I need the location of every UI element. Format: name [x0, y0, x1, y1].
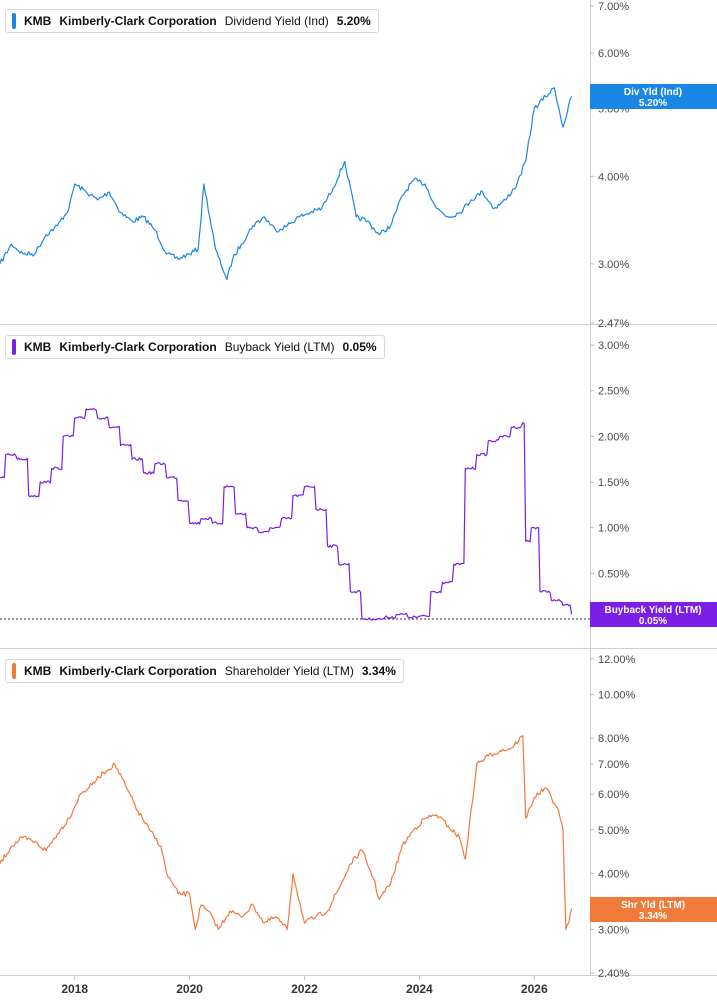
value-badge — [590, 602, 717, 627]
value-badge — [590, 897, 717, 922]
series-swatch — [12, 663, 16, 679]
x-tick-label: 2024 — [406, 982, 433, 996]
y-tick-label: 3.00% — [598, 340, 629, 352]
legend-metric: Shareholder Yield (LTM) — [224, 664, 354, 678]
value-badge-label: Shr Yld (LTM) — [621, 900, 685, 911]
value-badge-value: 0.05% — [639, 616, 667, 627]
x-tick-label: 2026 — [521, 982, 548, 996]
value-badge-value: 3.34% — [639, 911, 667, 922]
y-tick-label: 1.50% — [598, 477, 629, 489]
y-tick-label: 0.50% — [598, 568, 629, 580]
legend-shareholder-yield: KMB Kimberly-Clark Corporation Sharehold… — [5, 659, 404, 683]
y-tick-label: 4.00% — [598, 171, 629, 183]
series-swatch — [12, 339, 16, 355]
series-line — [0, 408, 573, 621]
x-tick-label: 2022 — [291, 982, 318, 996]
y-tick-label: 5.00% — [598, 825, 629, 837]
y-tick-label: 7.00% — [598, 759, 629, 771]
legend-dividend-yield: KMB Kimberly-Clark Corporation Dividend … — [5, 9, 379, 33]
y-tick-label: 2.50% — [598, 386, 629, 398]
legend-metric: Dividend Yield (Ind) — [224, 14, 329, 28]
value-badge-label: Buyback Yield (LTM) — [604, 605, 701, 616]
value-badge-value: 5.20% — [639, 98, 667, 109]
series-swatch — [12, 13, 16, 29]
y-tick-label: 2.00% — [598, 431, 629, 443]
y-tick-label: 2.47% — [598, 318, 629, 330]
legend-ticker: KMB — [24, 664, 52, 678]
legend-buyback-yield: KMB Kimberly-Clark Corporation Buyback Y… — [5, 335, 385, 359]
value-badge — [590, 84, 717, 109]
series-line — [0, 735, 573, 931]
legend-metric: Buyback Yield (LTM) — [224, 340, 335, 354]
y-tick-label: 10.00% — [598, 690, 636, 702]
y-tick-label: 3.00% — [598, 924, 629, 936]
legend-value: 3.34% — [361, 664, 396, 678]
value-badge-label: Div Yld (Ind) — [624, 87, 682, 98]
x-tick-label: 2018 — [61, 982, 88, 996]
legend-ticker: KMB — [24, 340, 52, 354]
y-tick-label: 4.00% — [598, 868, 629, 880]
y-tick-label: 3.00% — [598, 259, 629, 271]
y-tick-label: 2.40% — [598, 968, 629, 980]
y-tick-label: 1.00% — [598, 523, 629, 535]
y-tick-label: 6.00% — [598, 789, 629, 801]
y-tick-label: 6.00% — [598, 48, 629, 60]
y-tick-label: 7.00% — [598, 1, 629, 13]
y-tick-label: 8.00% — [598, 733, 629, 745]
y-tick-label: 12.00% — [598, 654, 636, 666]
legend-value: 5.20% — [336, 14, 371, 28]
legend-ticker: KMB — [24, 14, 52, 28]
legend-company: Kimberly-Clark Corporation — [59, 664, 217, 678]
legend-value: 0.05% — [342, 340, 377, 354]
x-tick-label: 2020 — [176, 982, 203, 996]
series-line — [0, 87, 573, 281]
legend-company: Kimberly-Clark Corporation — [59, 14, 217, 28]
legend-company: Kimberly-Clark Corporation — [59, 340, 217, 354]
